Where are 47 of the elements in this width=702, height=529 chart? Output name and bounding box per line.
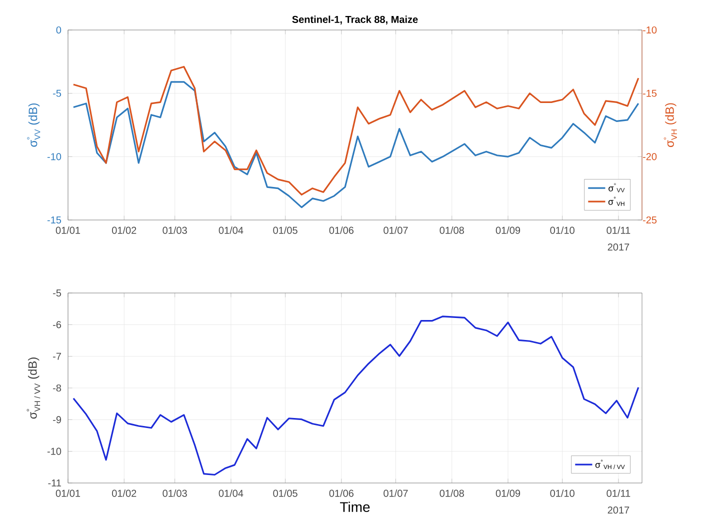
y-axis-title: $\text{σ}^{\text{°}}_{\text{VH / VV}}\text{ (dB)}$ [26, 358, 40, 419]
x-axis-title: Time [340, 502, 370, 512]
x-tick-label: 01/10 [550, 490, 574, 497]
y-tick-label: -6 [53, 321, 62, 328]
y-tick-label: -9 [53, 416, 62, 424]
y-tick-label: -11 [48, 480, 61, 486]
y-tick-label: -5 [53, 289, 62, 296]
y-tick-label: -15 [47, 216, 62, 224]
x-tick-label: 01/02 [112, 226, 136, 234]
y2-tick-label: -25 [642, 216, 657, 224]
x-tick-label: 01/11 [606, 490, 630, 497]
x-tick-label: 01/09 [496, 490, 520, 497]
line-series [72, 66, 640, 196]
x-tick-label: 01/09 [496, 226, 520, 234]
x-tick-label: 01/05 [273, 490, 298, 497]
y-axis-title: $\text{σ}^{\text{°}}_{\text{VV}}\text{ (dB)}$ [27, 103, 40, 147]
y-tick-label: -5 [53, 90, 62, 97]
x-tick-label: 01/04 [218, 226, 244, 234]
y2-tick-label: -15 [642, 90, 657, 97]
y2-tick-label: -20 [642, 153, 657, 160]
y-tick-label: -7 [53, 352, 61, 360]
x-tick-label: 01/03 [162, 226, 187, 234]
x-tick-label: 01/08 [440, 490, 464, 497]
x-tick-label: 01/07 [384, 490, 408, 497]
line-series [72, 81, 640, 208]
x-tick-label: 01/08 [440, 226, 464, 234]
text: 2017 [608, 506, 630, 514]
x-tick-label: 01/01 [56, 490, 80, 497]
x-tick-label: 01/02 [112, 490, 136, 497]
x-tick-label: 01/05 [273, 226, 298, 234]
x-tick-label: 01/06 [329, 490, 354, 497]
y-tick-label: -10 [47, 153, 62, 160]
x-tick-label: 01/06 [329, 226, 354, 234]
y-tick-label: 0 [56, 26, 62, 34]
text: 2017 [608, 244, 630, 251]
y2-axis-title: $\text{σ}^{\text{°}}_{\text{VH}}\text{ (dB)}$ [664, 103, 677, 147]
x-tick-label: 01/10 [550, 226, 574, 234]
x-tick-label: 01/04 [218, 490, 244, 497]
y-tick-label: -10 [47, 448, 62, 455]
x-tick-label: 01/11 [606, 226, 630, 234]
x-tick-label: 01/03 [162, 490, 187, 497]
line-series [72, 316, 640, 476]
chart-title: Sentinel-1, Track 88, Maize [292, 16, 418, 24]
x-tick-label: 01/07 [384, 226, 408, 234]
x-tick-label: 01/01 [56, 226, 80, 234]
y2-tick-label: -10 [642, 26, 657, 34]
y-tick-label: -8 [53, 384, 62, 392]
